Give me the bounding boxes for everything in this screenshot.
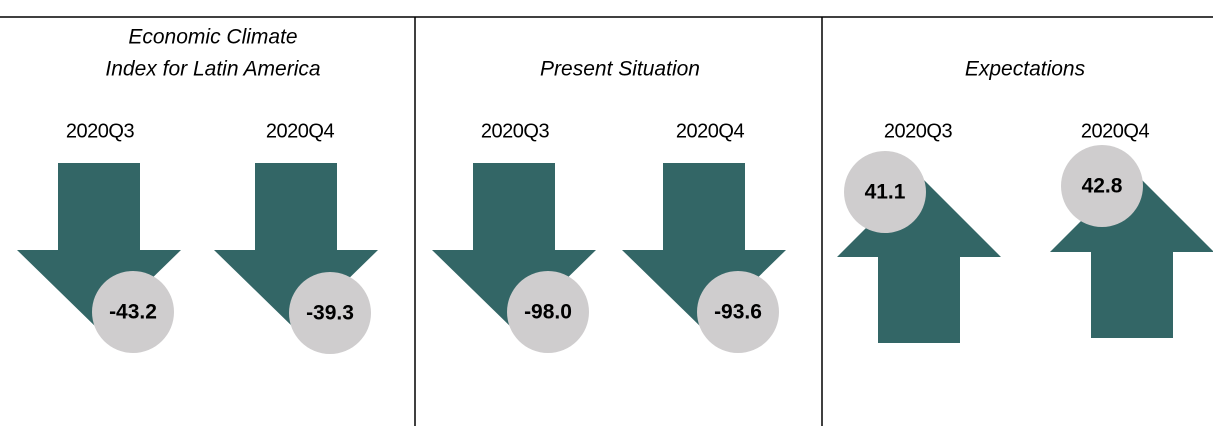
value-label: -98.0 xyxy=(524,301,572,324)
value-badge xyxy=(697,271,779,353)
value-label: -39.3 xyxy=(306,302,354,325)
value-label: -43.2 xyxy=(109,301,157,324)
period-label: 2020Q3 xyxy=(66,120,135,142)
period-label: 2020Q4 xyxy=(676,120,745,142)
value-label: 41.1 xyxy=(865,181,906,204)
value-badge xyxy=(289,272,371,354)
period-label: 2020Q4 xyxy=(266,120,335,142)
period-label: 2020Q3 xyxy=(884,120,953,142)
period-label: 2020Q4 xyxy=(1081,120,1150,142)
value-badge xyxy=(507,271,589,353)
panel-title: Economic Climate xyxy=(128,26,297,49)
panel-title: Index for Latin America xyxy=(105,58,320,81)
panel-title: Present Situation xyxy=(540,58,700,81)
panel-title: Expectations xyxy=(965,58,1086,81)
value-badge xyxy=(844,151,926,233)
value-label: -93.6 xyxy=(714,301,762,324)
value-badge xyxy=(1061,145,1143,227)
value-label: 42.8 xyxy=(1082,175,1123,198)
value-badge xyxy=(92,271,174,353)
period-label: 2020Q3 xyxy=(481,120,550,142)
